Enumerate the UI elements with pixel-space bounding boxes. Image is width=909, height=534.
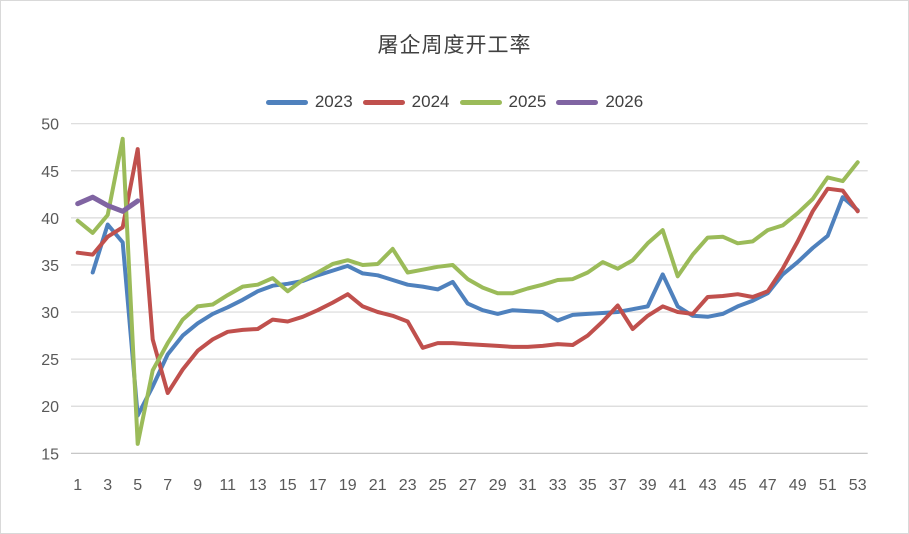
x-axis-tick-label: 1 — [73, 477, 82, 494]
x-axis-tick-label: 29 — [489, 477, 507, 494]
x-axis-tick-label: 49 — [789, 477, 807, 494]
chart-title: 屠企周度开工率 — [377, 33, 532, 57]
series-line-2023 — [90, 195, 860, 418]
y-axis-tick-label: 50 — [41, 117, 59, 134]
series-line-2025 — [75, 136, 860, 446]
x-axis-tick-label: 3 — [103, 477, 112, 494]
y-axis-tick-label: 25 — [41, 352, 59, 369]
x-axis-tick-label: 53 — [849, 477, 867, 494]
x-axis-tick-label: 25 — [429, 477, 447, 494]
legend-line-swatch-2024 — [362, 99, 405, 105]
legend-line-swatch-2023 — [265, 99, 308, 105]
x-axis-tick-label: 35 — [579, 477, 597, 494]
legend-item-2026[interactable]: 2026 — [556, 92, 643, 112]
y-axis-tick-label: 30 — [41, 305, 59, 322]
x-axis-tick-label: 37 — [609, 477, 627, 494]
x-axis-tick-label: 33 — [549, 477, 567, 494]
x-axis-tick-label: 5 — [133, 477, 142, 494]
x-axis-tick-label: 39 — [639, 477, 657, 494]
x-axis-tick-label: 45 — [729, 477, 747, 494]
y-axis-tick-label: 45 — [41, 164, 59, 181]
x-axis-tick-label: 17 — [309, 477, 327, 494]
x-axis-tick-label: 15 — [279, 477, 297, 494]
legend-label: 2025 — [508, 92, 547, 111]
x-axis-tick-label: 41 — [669, 477, 687, 494]
x-axis-tick-label: 13 — [249, 477, 267, 494]
legend-line-swatch-2025 — [459, 99, 502, 105]
legend-label: 2026 — [605, 92, 644, 111]
legend-label: 2023 — [314, 92, 353, 111]
series-line-2024 — [75, 147, 860, 395]
x-axis-tick-label: 7 — [163, 477, 172, 494]
legend-item-2024[interactable]: 2024 — [362, 92, 450, 112]
chart-legend: 2023 2024 2025 2026 — [1, 92, 908, 112]
series-line-2026 — [75, 194, 141, 214]
x-axis-tick-label: 51 — [819, 477, 837, 494]
y-axis-tick-label: 35 — [41, 258, 59, 275]
x-axis-tick-label: 47 — [759, 477, 777, 494]
x-axis-tick-label: 11 — [219, 477, 236, 494]
x-axis-tick-label: 43 — [699, 477, 717, 494]
y-axis-tick-label: 20 — [41, 399, 59, 416]
y-axis-tick-label: 40 — [41, 211, 59, 228]
x-axis-tick-label: 19 — [339, 477, 357, 494]
x-axis-tick-label: 23 — [399, 477, 417, 494]
legend-item-2025[interactable]: 2025 — [459, 92, 547, 112]
legend-label: 2024 — [411, 92, 450, 111]
x-axis-tick-label: 21 — [369, 477, 387, 494]
x-axis-tick-label: 27 — [459, 477, 477, 494]
y-axis-tick-label: 15 — [41, 446, 59, 463]
x-axis-tick-label: 9 — [193, 477, 202, 494]
legend-line-swatch-2026 — [556, 99, 599, 105]
x-axis-tick-label: 31 — [519, 477, 537, 494]
legend-item-2023[interactable]: 2023 — [265, 92, 353, 112]
